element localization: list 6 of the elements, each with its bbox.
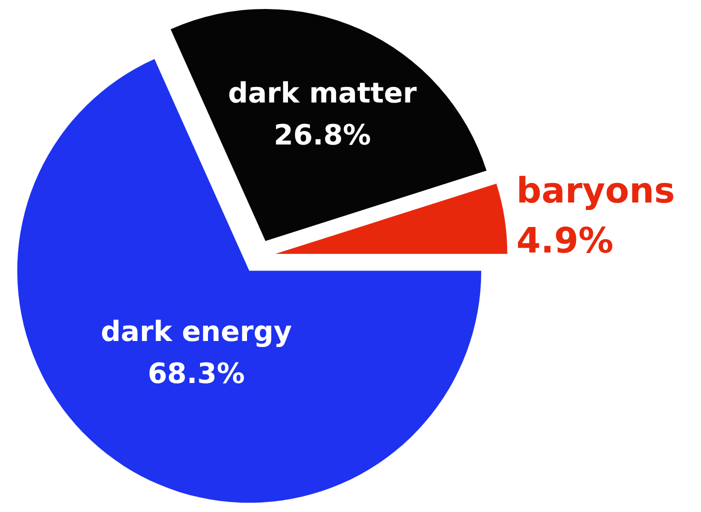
data-label: 4.9%	[516, 221, 614, 262]
slice-label: dark matter	[228, 76, 417, 110]
slice-label: dark energy	[100, 315, 292, 348]
data-label: 26.8%	[274, 118, 371, 152]
data-label: 68.3%	[148, 357, 245, 390]
slice-label: baryons	[516, 171, 675, 212]
